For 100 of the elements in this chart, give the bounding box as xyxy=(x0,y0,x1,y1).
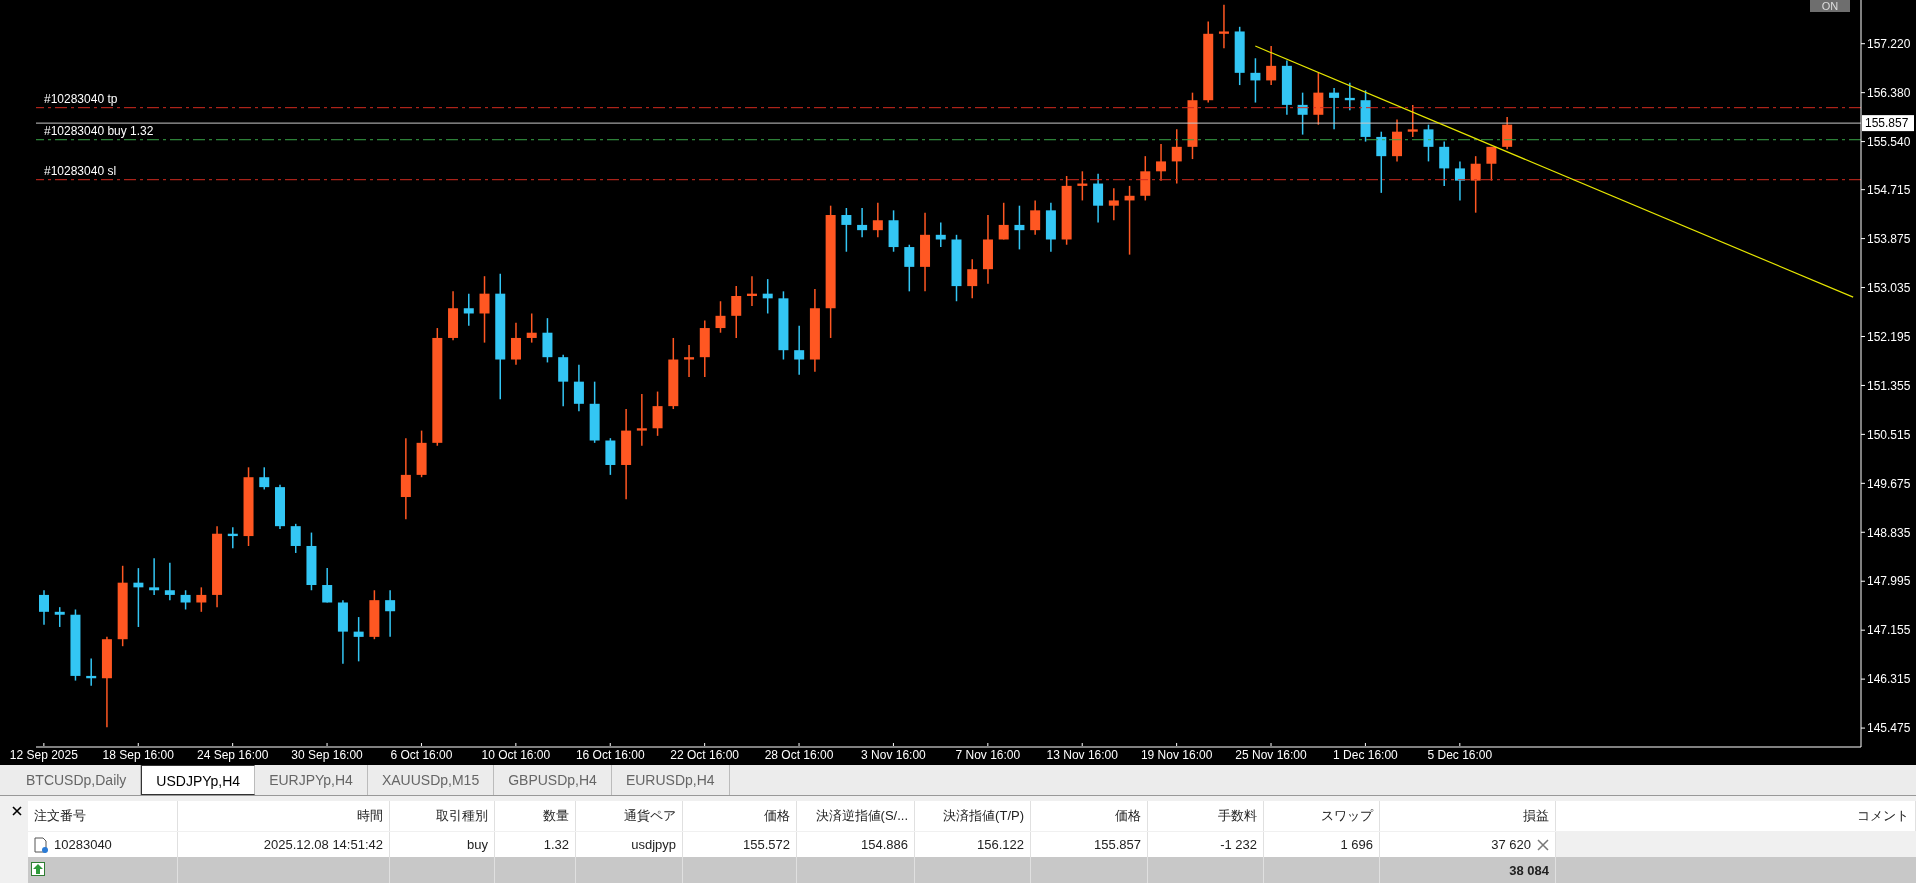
candlestick xyxy=(463,292,474,327)
x-tick-label: 13 Nov 16:00 xyxy=(1046,748,1119,762)
candlestick xyxy=(967,258,978,300)
text: コメント xyxy=(1857,807,1909,825)
candlestick xyxy=(149,557,160,596)
y-tick-label: 148.835 xyxy=(1867,525,1911,540)
x-tick-label: 3 Nov 16:00 xyxy=(861,748,927,762)
text: 2025.12.08 14:51:42 xyxy=(263,837,383,852)
candlestick xyxy=(1470,155,1481,214)
candlestick xyxy=(290,523,301,554)
y-tick-label: 145.475 xyxy=(1867,721,1911,736)
candlestick xyxy=(385,589,396,638)
text: EURUSDp,H4 xyxy=(611,765,730,795)
text: 156.122 xyxy=(977,837,1024,852)
candlestick xyxy=(1313,72,1324,126)
y-tick-label: 150.515 xyxy=(1867,427,1911,442)
text: 37 620 xyxy=(1491,837,1531,852)
candlestick xyxy=(1376,130,1387,194)
y-tick-label: 154.715 xyxy=(1867,182,1911,197)
ref-line-label: #10283040 tp xyxy=(44,91,118,106)
text: -1 232 xyxy=(1220,837,1257,852)
candlestick xyxy=(1439,140,1450,187)
candlestick xyxy=(164,562,175,601)
y-tick-label: 149.675 xyxy=(1867,476,1911,491)
text: EURJPYp,H4 xyxy=(255,765,368,795)
candlestick xyxy=(1297,91,1308,136)
candlestick xyxy=(1423,123,1434,163)
y-tick-label: 146.315 xyxy=(1867,672,1911,687)
x-tick-label: 22 Oct 16:00 xyxy=(670,748,740,762)
candlestick xyxy=(998,202,1009,241)
x-tick-label: 6 Oct 16:00 xyxy=(390,748,453,762)
y-tick-label: 153.035 xyxy=(1867,280,1911,295)
candlestick xyxy=(1218,3,1229,50)
text: 38 084 xyxy=(1509,862,1549,878)
text: 価格 xyxy=(764,807,790,825)
x-tick-label: 25 Nov 16:00 xyxy=(1235,748,1308,762)
x-tick-label: 5 Dec 16:00 xyxy=(1427,748,1493,762)
candlestick xyxy=(684,344,695,378)
candlestick xyxy=(1156,143,1167,182)
candlestick xyxy=(1171,128,1182,185)
candlestick xyxy=(1407,104,1418,138)
x-tick-label: 10 Oct 16:00 xyxy=(481,748,551,762)
text: 注文番号 xyxy=(34,807,86,825)
ref-line-label: 155.857 xyxy=(1865,116,1909,131)
candlestick xyxy=(841,207,852,253)
text: XAUUSDp,M15 xyxy=(367,765,495,795)
candlestick xyxy=(636,393,647,447)
candlestick xyxy=(1329,87,1340,131)
text: 手数料 xyxy=(1218,807,1257,825)
text: 10283040 xyxy=(54,837,112,852)
text: 1.32 xyxy=(543,837,569,852)
candlestick xyxy=(715,300,726,334)
y-tick-label: 147.995 xyxy=(1867,574,1911,589)
text: 通貨ペア xyxy=(624,807,676,825)
text: BTCUSDp,Daily xyxy=(12,765,142,795)
candlestick xyxy=(1030,199,1041,236)
candlestick xyxy=(180,589,191,611)
x-tick-label: 7 Nov 16:00 xyxy=(955,748,1021,762)
x-tick-label: 12 Sep 2025 xyxy=(9,748,79,762)
candlestick xyxy=(54,606,65,628)
candlestick xyxy=(1486,146,1497,182)
candlestick xyxy=(259,466,270,491)
candlestick xyxy=(1108,187,1119,221)
text: USDJPYp,H4 xyxy=(141,765,256,795)
candlestick xyxy=(196,586,207,613)
y-tick-label: 157.220 xyxy=(1867,36,1911,51)
candlestick xyxy=(400,437,411,520)
candlestick xyxy=(1266,45,1277,86)
candlestick xyxy=(526,312,537,344)
candlestick xyxy=(794,324,805,376)
y-tick-label: 152.195 xyxy=(1867,329,1911,344)
candlestick xyxy=(479,275,490,344)
candlestick xyxy=(1093,172,1104,224)
ref-line-label: #10283040 buy 1.32 xyxy=(44,123,154,138)
annotation: ON xyxy=(1810,0,1850,12)
candlestick xyxy=(1454,160,1465,202)
text: 155.572 xyxy=(743,837,790,852)
candlestick xyxy=(322,567,333,604)
candlestick xyxy=(1502,116,1513,150)
text: buy xyxy=(467,837,488,852)
y-tick-label: 155.540 xyxy=(1867,134,1911,149)
text: usdjpyp xyxy=(631,837,676,852)
text: 154.886 xyxy=(861,837,908,852)
x-tick-label: 18 Sep 16:00 xyxy=(102,748,175,762)
ref-line-label: #10283040 sl xyxy=(44,163,117,178)
candlestick xyxy=(857,207,868,238)
y-tick-label: 156.380 xyxy=(1867,85,1911,100)
text: 数量 xyxy=(543,807,569,825)
candlestick xyxy=(1014,204,1025,251)
candlestick xyxy=(510,322,521,366)
text: 価格 xyxy=(1115,807,1141,825)
x-tick-label: 1 Dec 16:00 xyxy=(1333,748,1399,762)
x-tick-label: 19 Nov 16:00 xyxy=(1140,748,1213,762)
text: 決済逆指値(S/... xyxy=(815,807,908,825)
candlestick xyxy=(731,285,742,339)
candlestick xyxy=(353,616,364,663)
text: スワップ xyxy=(1321,807,1373,825)
x-tick-label: 16 Oct 16:00 xyxy=(575,748,645,762)
x-tick-label: 28 Oct 16:00 xyxy=(764,748,834,762)
candlestick xyxy=(652,390,663,437)
